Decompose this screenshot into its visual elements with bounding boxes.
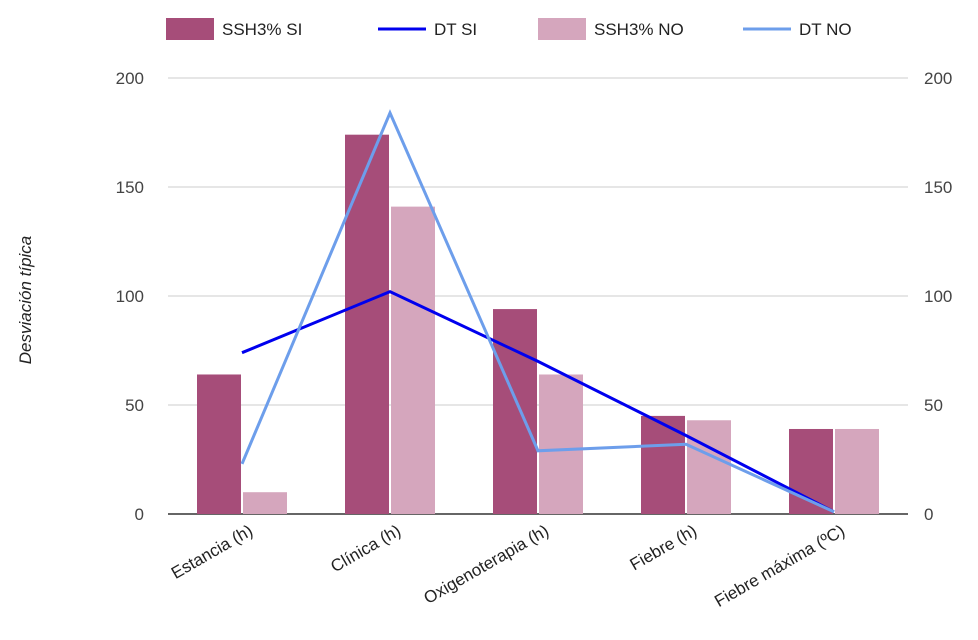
bar-ssh3-si-clinica-h [345,134,389,514]
category-labels: Estancia (h) Clínica (h) Oxigenoterapia (h… [168,521,848,611]
line-dt-no [240,109,835,514]
legend: SSH3% SI DT SI SSH3% NO DT NO [166,18,852,40]
line-dt-si [241,290,835,514]
x-tick-oxigenoterapia-h: Oxigenoterapia (h) [421,521,552,608]
y-tick-right-100: 100 [924,287,952,306]
tick-labels: 0 0 50 50 100 100 150 150 200 200 [116,69,953,524]
legend-item-dt-si: DT SI [378,20,477,39]
legend-label-ssh3-si: SSH3% SI [222,20,302,39]
x-tick-clinica-h: Clínica (h) [327,521,404,576]
y-tick-right-0: 0 [924,505,933,524]
y-tick-left-0: 0 [135,505,144,524]
bar-ssh3-si-oxigenoterapia-h [493,309,537,514]
legend-label-dt-si: DT SI [434,20,477,39]
bar-ssh3-si-estancia-h [197,374,241,514]
legend-label-ssh3-no: SSH3% NO [594,20,684,39]
legend-item-dt-no: DT NO [743,20,852,39]
bar-ssh3-no-oxigenoterapia-h [539,374,583,514]
y-axis-title: Desviación típica [16,236,35,365]
bar-ssh3-no-clinica-h [391,206,435,514]
legend-swatch-ssh3-si [166,18,214,40]
legend-swatch-ssh3-no [538,18,586,40]
y-tick-left-150: 150 [116,178,144,197]
bar-ssh3-no-fiebre-maxima-c [835,428,879,514]
legend-item-ssh3-no: SSH3% NO [538,18,684,40]
x-tick-estancia-h: Estancia (h) [168,521,256,583]
y-tick-left-100: 100 [116,287,144,306]
bar-ssh3-no-estancia-h [243,492,287,514]
legend-item-ssh3-si: SSH3% SI [166,18,302,40]
y-tick-right-150: 150 [924,178,952,197]
legend-label-dt-no: DT NO [799,20,852,39]
y-tick-right-200: 200 [924,69,952,88]
x-tick-fiebre-maxima-c: Fiebre máxima (ºC) [711,521,848,611]
y-tick-left-50: 50 [125,396,144,415]
y-tick-right-50: 50 [924,396,943,415]
bar-ssh3-no-fiebre-h [687,420,731,514]
y-tick-left-200: 200 [116,69,144,88]
gridlines [168,77,908,515]
series-lines [240,109,835,514]
x-tick-fiebre-h: Fiebre (h) [627,521,700,574]
